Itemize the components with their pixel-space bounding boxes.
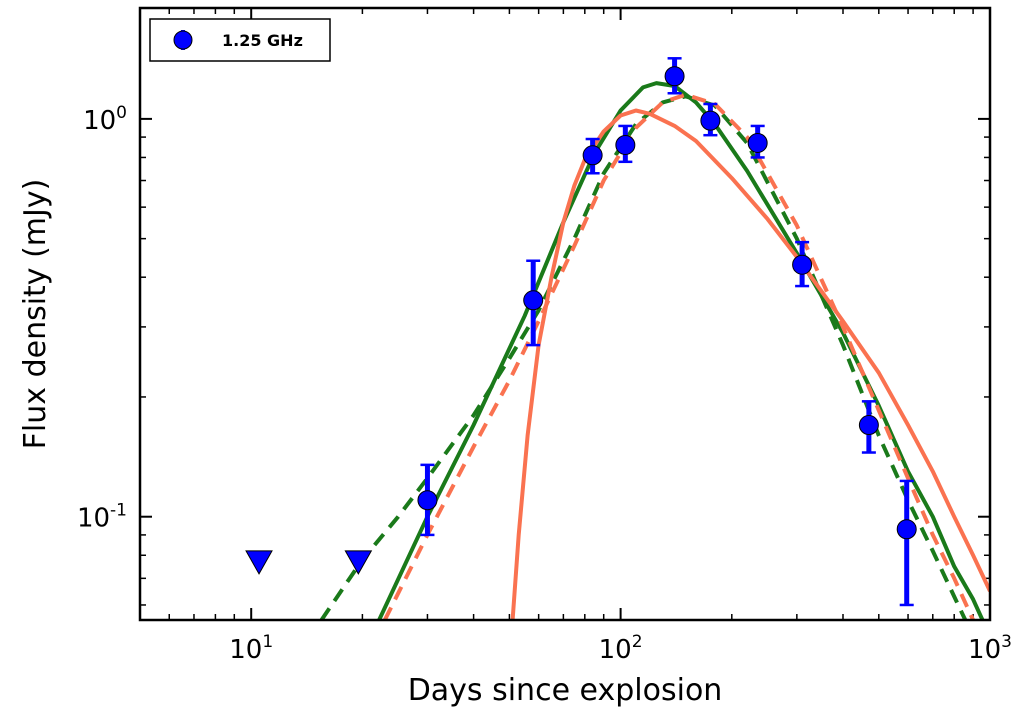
data-point bbox=[792, 254, 813, 275]
x-tick-labels: 101 102 103 bbox=[229, 632, 1012, 665]
data-point bbox=[615, 134, 636, 155]
y-tick-label: 10-1 bbox=[77, 501, 127, 534]
x-tick-label: 103 bbox=[968, 632, 1012, 665]
x-tick-label: 102 bbox=[599, 632, 643, 665]
y-tick-label: 100 bbox=[83, 103, 127, 136]
y-axis-label: Flux density (mJy) bbox=[18, 179, 53, 450]
model-curve-solid bbox=[377, 81, 985, 620]
model-curve-dashed bbox=[383, 92, 975, 620]
model-curve-dashed bbox=[319, 94, 968, 620]
legend-marker bbox=[173, 30, 193, 50]
data-point bbox=[747, 132, 768, 153]
plot-frame bbox=[138, 6, 992, 622]
data-points bbox=[245, 57, 917, 607]
data-point bbox=[582, 145, 603, 166]
model-curves bbox=[319, 81, 990, 620]
x-tick-label: 101 bbox=[229, 632, 273, 665]
data-point bbox=[700, 110, 721, 131]
upper-limit-marker bbox=[344, 550, 373, 575]
y-tick-labels: 10-1 100 bbox=[77, 103, 127, 534]
x-axis-label: Days since explosion bbox=[408, 673, 723, 708]
upper-limit-marker bbox=[245, 550, 273, 575]
legend-label: 1.25 GHz bbox=[222, 31, 303, 50]
data-point bbox=[858, 415, 879, 436]
data-point bbox=[896, 519, 917, 540]
data-point bbox=[664, 66, 685, 87]
data-point bbox=[417, 490, 438, 511]
model-curve-solid bbox=[510, 108, 990, 620]
legend-dot bbox=[173, 30, 193, 50]
data-point bbox=[523, 290, 544, 311]
legend: 1.25 GHz bbox=[149, 18, 331, 62]
